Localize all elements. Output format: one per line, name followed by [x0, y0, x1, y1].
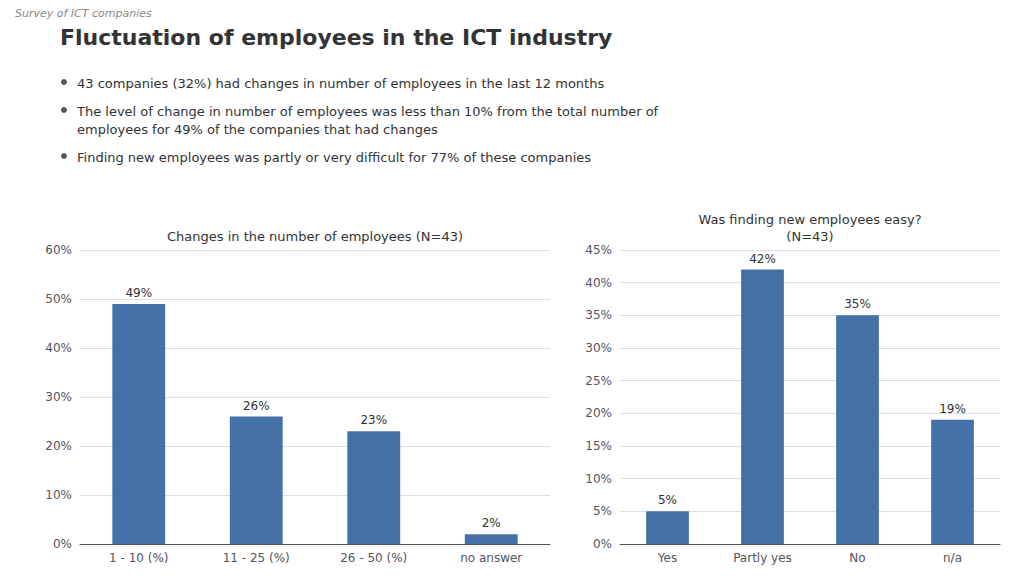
- svg-text:2%: 2%: [482, 516, 501, 530]
- svg-text:15%: 15%: [585, 439, 612, 453]
- svg-text:The level of change in number: The level of change in number of employe…: [76, 104, 659, 119]
- svg-text:n/a: n/a: [943, 551, 962, 565]
- svg-text:43 companies (32%) had changes: 43 companies (32%) had changes in number…: [77, 76, 604, 91]
- svg-text:35%: 35%: [844, 297, 871, 311]
- svg-text:26%: 26%: [243, 399, 270, 413]
- svg-text:30%: 30%: [585, 341, 612, 355]
- svg-text:No: No: [849, 551, 865, 565]
- svg-text:25%: 25%: [585, 374, 612, 388]
- svg-text:1 - 10 (%): 1 - 10 (%): [109, 551, 168, 565]
- svg-text:40%: 40%: [585, 276, 612, 290]
- svg-text:42%: 42%: [749, 252, 776, 266]
- svg-text:5%: 5%: [593, 504, 612, 518]
- svg-text:11 - 25 (%): 11 - 25 (%): [223, 551, 290, 565]
- svg-text:60%: 60%: [45, 243, 72, 257]
- svg-text:26 - 50 (%): 26 - 50 (%): [340, 551, 407, 565]
- svg-text:0%: 0%: [593, 537, 612, 551]
- svg-text:50%: 50%: [45, 292, 72, 306]
- svg-text:23%: 23%: [360, 413, 387, 427]
- svg-text:Changes in the number of emplo: Changes in the number of employees (N=43…: [167, 229, 463, 244]
- svg-text:35%: 35%: [585, 308, 612, 322]
- svg-text:employees for 49% of the compa: employees for 49% of the companies that …: [77, 122, 438, 137]
- svg-text:40%: 40%: [45, 341, 72, 355]
- svg-text:Survey of ICT companies: Survey of ICT companies: [15, 7, 152, 20]
- svg-text:20%: 20%: [45, 439, 72, 453]
- svg-text:Yes: Yes: [657, 551, 677, 565]
- svg-text:30%: 30%: [45, 390, 72, 404]
- svg-text:10%: 10%: [45, 488, 72, 502]
- svg-text:Finding new employees was part: Finding new employees was partly or very…: [77, 150, 591, 165]
- svg-text:5%: 5%: [658, 493, 677, 507]
- svg-text:Was finding new employees easy: Was finding new employees easy?: [698, 212, 921, 227]
- svg-text:10%: 10%: [585, 472, 612, 486]
- svg-text:0%: 0%: [53, 537, 72, 551]
- svg-text:19%: 19%: [939, 402, 966, 416]
- svg-text:49%: 49%: [125, 286, 152, 300]
- svg-text:Partly yes: Partly yes: [733, 551, 792, 565]
- svg-text:45%: 45%: [585, 243, 612, 257]
- svg-text:no answer: no answer: [460, 551, 522, 565]
- svg-text:20%: 20%: [585, 406, 612, 420]
- svg-text:(N=43): (N=43): [786, 229, 833, 244]
- svg-text:Fluctuation of employees in th: Fluctuation of employees in the ICT indu…: [60, 25, 612, 50]
